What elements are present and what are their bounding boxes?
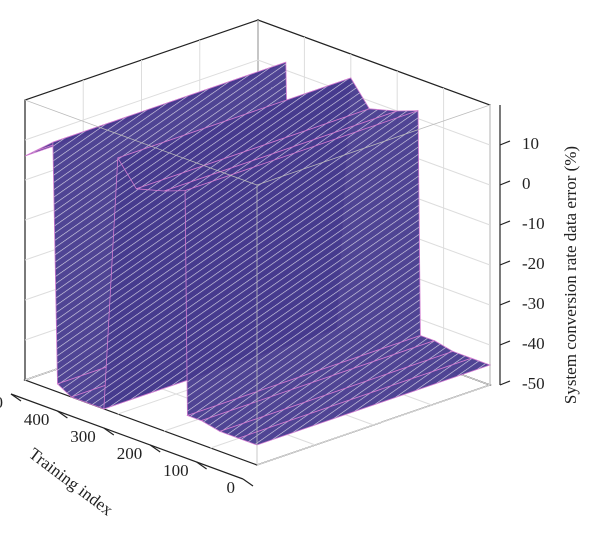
x-tick-label: 300: [70, 427, 96, 446]
x-tick-label: 0: [227, 478, 236, 497]
z-tick: [499, 340, 511, 346]
x-tick-label: 200: [117, 444, 143, 463]
z-tick-label: -30: [522, 294, 545, 313]
z-tick: [499, 260, 511, 266]
z-tick-label: -40: [522, 334, 545, 353]
surface-strip: [237, 357, 492, 446]
z-axis-label: System conversion rate data error (%): [561, 146, 580, 404]
z-tick-label: -20: [522, 254, 545, 273]
x-tick-label: 500: [0, 393, 3, 412]
axes-front: 0 100 200 300 400 500 -50 -40 -30 -20 -10 0 10: [0, 99, 545, 497]
z-tick: [499, 300, 511, 306]
z-tick-label: 0: [522, 174, 531, 193]
x-tick-label: 400: [24, 410, 50, 429]
x-tick-label: 100: [163, 461, 189, 480]
x-tick: [57, 410, 68, 419]
grid-line: [256, 105, 491, 466]
x-axis-label: Training index: [25, 444, 117, 520]
z-tick: [499, 180, 511, 186]
x-tick: [242, 478, 254, 487]
x-tick: [10, 393, 22, 402]
x-tick: [103, 427, 115, 436]
z-tick-label: -50: [522, 374, 545, 393]
z-tick-label: 10: [522, 134, 539, 153]
z-tick: [499, 380, 511, 386]
z-tick-label: -10: [522, 214, 545, 233]
z-tick: [499, 140, 511, 146]
x-axis: [10, 393, 244, 480]
surface: [24, 61, 492, 446]
z-tick: [499, 220, 511, 226]
x-tick: [196, 461, 207, 470]
x-tick: [149, 444, 161, 453]
